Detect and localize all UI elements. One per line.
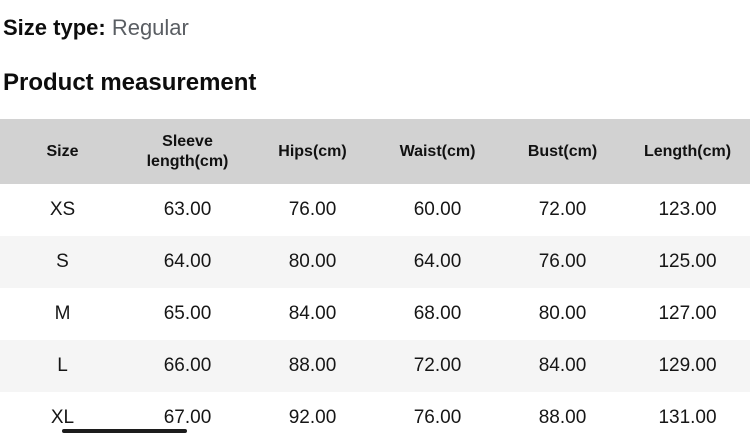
column-header-bust: Bust(cm) [500, 119, 625, 184]
table-cell: 88.00 [538, 407, 587, 428]
column-header-length: Length(cm) [625, 119, 750, 184]
table-cell: 72.00 [538, 199, 587, 220]
size-cell: M [54, 303, 71, 324]
table-cell: 92.00 [288, 407, 337, 428]
table-cell: 60.00 [413, 199, 462, 220]
measurement-table-head: Size Sleeve length(cm) Hips(cm) Waist(cm… [0, 119, 750, 184]
table-cell: 127.00 [658, 303, 717, 324]
table-cell: 63.00 [163, 199, 212, 220]
table-row-xs: XS 63.00 76.00 60.00 72.00 123.00 [0, 184, 750, 236]
header-row: Size Sleeve length(cm) Hips(cm) Waist(cm… [0, 119, 750, 184]
size-chart-header-block: Size type: Regular Product measurement [0, 0, 750, 98]
column-header-waist: Waist(cm) [375, 119, 500, 184]
size-type-value: Regular [111, 15, 189, 40]
size-cell: XS [49, 199, 76, 220]
table-row-m: M 65.00 84.00 68.00 80.00 127.00 [0, 288, 750, 340]
table-cell: 72.00 [375, 340, 500, 392]
size-type-label: Size type: [3, 15, 106, 40]
measurement-table: Size Sleeve length(cm) Hips(cm) Waist(cm… [0, 119, 750, 434]
table-cell: 84.00 [500, 340, 625, 392]
table-cell: 76.00 [500, 236, 625, 288]
table-row-l: L 66.00 88.00 72.00 84.00 129.00 [0, 340, 750, 392]
measurement-table-body: XS 63.00 76.00 60.00 72.00 123.00 S 64.0… [0, 184, 750, 434]
table-cell: 84.00 [288, 303, 337, 324]
table-cell: 76.00 [413, 407, 462, 428]
table-cell: 67.00 [163, 407, 212, 428]
table-cell: 123.00 [658, 199, 717, 220]
table-row-xl: XL 67.00 92.00 76.00 88.00 131.00 [0, 392, 750, 434]
size-cell: XL [50, 407, 75, 428]
size-cell: S [0, 236, 125, 288]
table-cell: 64.00 [125, 236, 250, 288]
column-header-sleeve-length: Sleeve length(cm) [125, 119, 250, 184]
table-cell: 64.00 [375, 236, 500, 288]
table-cell: 80.00 [538, 303, 587, 324]
table-row-s: S 64.00 80.00 64.00 76.00 125.00 [0, 236, 750, 288]
product-measurement-title: Product measurement [3, 69, 257, 96]
table-cell: 65.00 [163, 303, 212, 324]
table-cell: 68.00 [413, 303, 462, 324]
horizontal-scrollbar-thumb[interactable] [62, 429, 187, 433]
column-header-size: Size [0, 119, 125, 184]
size-type-line: Size type: Regular [3, 13, 750, 43]
table-cell: 66.00 [125, 340, 250, 392]
size-cell: L [0, 340, 125, 392]
table-cell: 129.00 [625, 340, 750, 392]
table-cell: 125.00 [625, 236, 750, 288]
table-cell: 88.00 [250, 340, 375, 392]
column-header-hips: Hips(cm) [250, 119, 375, 184]
table-cell: 131.00 [658, 407, 717, 428]
table-cell: 76.00 [288, 199, 337, 220]
table-cell: 80.00 [250, 236, 375, 288]
